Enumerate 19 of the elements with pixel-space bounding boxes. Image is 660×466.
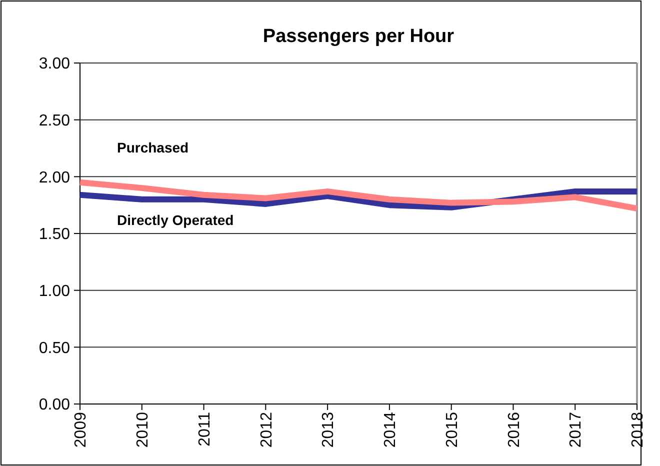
y-tick-label: 1.50: [38, 226, 70, 244]
text: Purchased: [117, 139, 189, 156]
y-tick-label: 3.00: [38, 56, 70, 73]
x-tick-label: 2016: [506, 412, 523, 448]
x-tick-label: 2014: [382, 412, 400, 448]
x-tick-label: 2011: [196, 412, 214, 446]
chart-title: Passengers per Hour: [262, 26, 455, 47]
y-tick-label: 2.50: [38, 112, 70, 130]
x-tick-label: 2017: [568, 412, 585, 448]
x-tick-label: 2010: [134, 412, 152, 448]
y-tick-label: 0.50: [38, 340, 70, 357]
y-tick-label: 0.00: [38, 396, 70, 414]
y-tick-label: 2.00: [38, 169, 70, 186]
x-tick-label: 2012: [258, 412, 276, 448]
series-label: Directly Operated: [117, 212, 234, 228]
x-tick-label: 2015: [444, 412, 461, 448]
x-tick-label: 2013: [320, 412, 338, 448]
y-tick-label: 1.00: [38, 282, 70, 300]
x-tick-label: 2009: [72, 412, 90, 448]
